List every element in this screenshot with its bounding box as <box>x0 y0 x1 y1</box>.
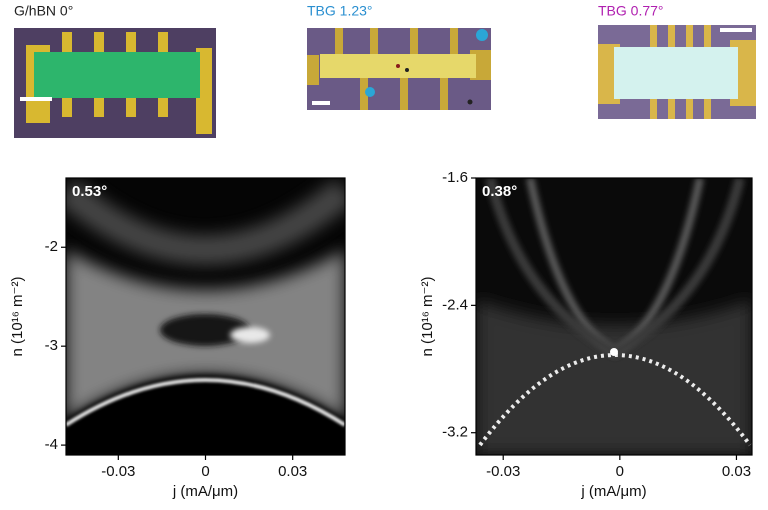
panel-label: TBG 1.23° <box>307 3 373 19</box>
heatmap-image <box>476 178 752 455</box>
x-tick-label: 0.03 <box>278 463 307 480</box>
x-tick-label: 0 <box>201 463 209 480</box>
x-tick-label: 0 <box>616 463 624 480</box>
y-tick-label: -2.4 <box>442 296 468 313</box>
annotation: 0.53° <box>72 183 107 200</box>
x-tick-label: -0.03 <box>486 463 520 480</box>
micrograph <box>598 25 756 119</box>
micrograph <box>307 28 491 110</box>
y-axis-label: n (10¹⁶ m⁻²) <box>9 277 26 357</box>
y-tick-label: -1.6 <box>442 169 468 186</box>
y-tick-label: -4 <box>45 436 58 453</box>
x-axis-label: j (mA/μm) <box>580 483 646 500</box>
y-tick-label: -2 <box>45 238 58 255</box>
x-axis-label: j (mA/μm) <box>172 483 238 500</box>
micrograph <box>14 28 216 138</box>
panel-label: G/hBN 0° <box>14 3 73 19</box>
x-tick-label: 0.03 <box>722 463 751 480</box>
y-tick-label: -3 <box>45 337 58 354</box>
heatmap-image <box>66 178 345 455</box>
panel-label: TBG 0.77° <box>598 3 664 19</box>
plot-frame <box>475 177 753 456</box>
y-tick-label: -3.2 <box>442 424 468 441</box>
y-axis-label: n (10¹⁶ m⁻²) <box>419 277 436 357</box>
annotation: 0.38° <box>482 183 517 200</box>
x-tick-label: -0.03 <box>101 463 135 480</box>
